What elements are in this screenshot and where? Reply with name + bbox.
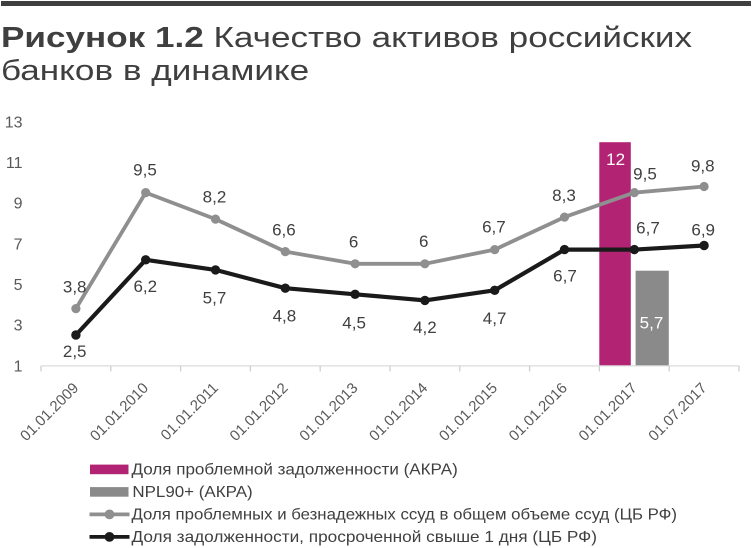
svg-text:01.01.2014: 01.01.2014	[366, 380, 431, 445]
svg-text:Доля проблемных и безнадежных: Доля проблемных и безнадежных ссуд в общ…	[132, 506, 678, 523]
svg-text:6,9: 6,9	[691, 221, 715, 240]
svg-text:8,3: 8,3	[552, 186, 576, 205]
svg-text:01.01.2015: 01.01.2015	[436, 380, 501, 445]
svg-text:6,7: 6,7	[482, 218, 506, 237]
svg-text:8,2: 8,2	[203, 188, 227, 207]
svg-text:6: 6	[349, 232, 358, 251]
svg-text:6: 6	[419, 232, 428, 251]
svg-text:01.07.2017: 01.07.2017	[645, 380, 710, 445]
svg-text:4,8: 4,8	[273, 307, 297, 326]
svg-text:5: 5	[14, 277, 23, 294]
svg-text:13: 13	[5, 114, 23, 131]
svg-text:9: 9	[14, 196, 23, 213]
svg-text:2,5: 2,5	[63, 342, 87, 361]
svg-text:1: 1	[14, 358, 23, 375]
svg-text:6,7: 6,7	[553, 267, 577, 286]
svg-text:01.01.2012: 01.01.2012	[227, 380, 292, 445]
svg-text:01.01.2016: 01.01.2016	[506, 380, 571, 445]
svg-text:6,7: 6,7	[636, 219, 660, 238]
svg-text:01.01.2011: 01.01.2011	[158, 380, 222, 444]
svg-text:4,7: 4,7	[483, 309, 507, 328]
svg-text:5,7: 5,7	[640, 314, 664, 333]
svg-text:NPL90+ (АКРА): NPL90+ (АКРА)	[132, 484, 252, 501]
svg-text:Доля проблемной задолженности: Доля проблемной задолженности (АКРА)	[132, 462, 458, 479]
svg-text:11: 11	[6, 155, 23, 172]
svg-text:Доля задолженности, просроченн: Доля задолженности, просроченной свыше 1…	[132, 529, 598, 546]
svg-text:5,7: 5,7	[203, 289, 227, 308]
svg-text:6,2: 6,2	[133, 277, 157, 296]
svg-text:3: 3	[14, 318, 23, 335]
svg-text:01.01.2017: 01.01.2017	[576, 380, 641, 445]
svg-text:4,2: 4,2	[413, 318, 437, 337]
svg-text:01.01.2009: 01.01.2009	[17, 380, 82, 445]
svg-text:9,5: 9,5	[633, 165, 657, 184]
svg-text:6,6: 6,6	[272, 221, 296, 240]
svg-text:3,8: 3,8	[63, 277, 87, 296]
svg-text:12: 12	[606, 150, 625, 169]
svg-text:9,8: 9,8	[691, 156, 715, 175]
svg-text:01.01.2013: 01.01.2013	[296, 380, 361, 445]
svg-text:4,5: 4,5	[342, 313, 366, 332]
svg-text:01.01.2010: 01.01.2010	[87, 380, 152, 445]
svg-text:7: 7	[14, 236, 23, 253]
svg-text:9,5: 9,5	[133, 160, 157, 179]
